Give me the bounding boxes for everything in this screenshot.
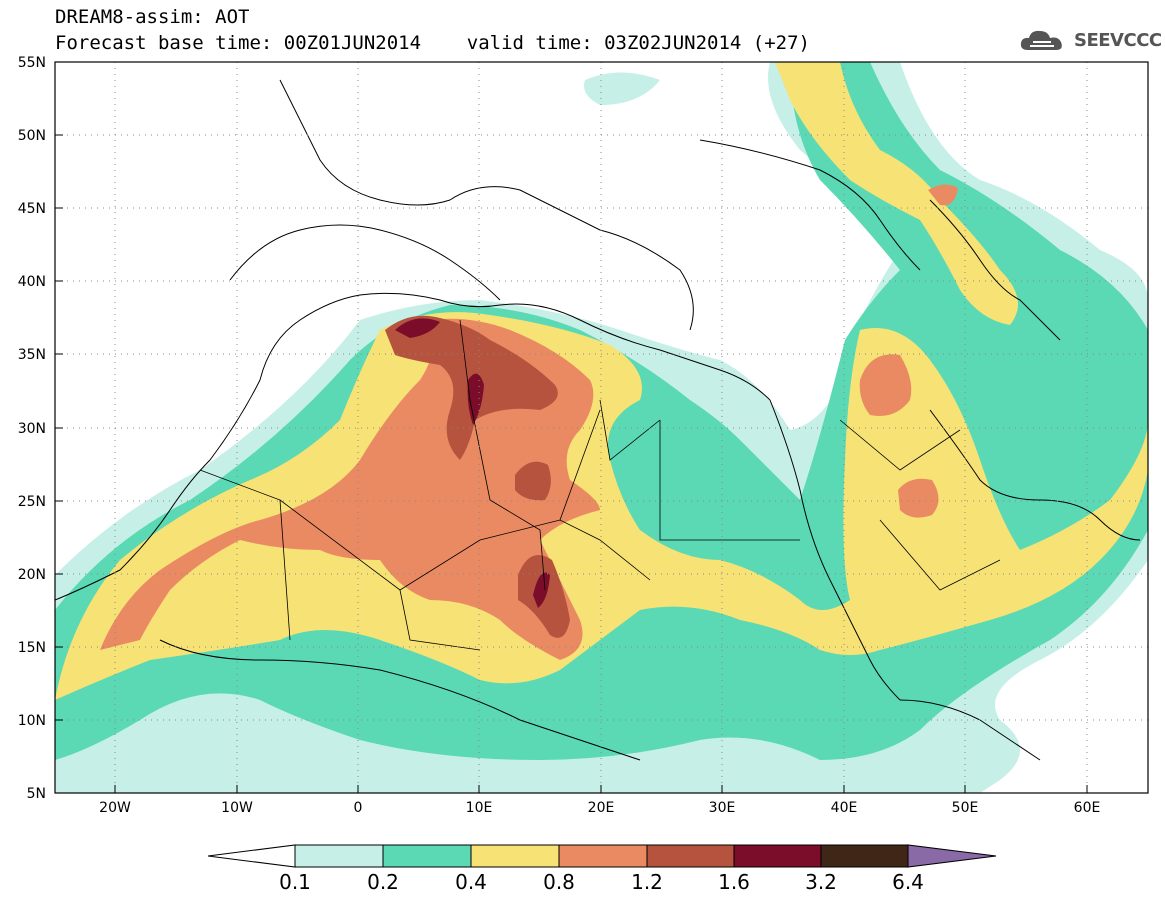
- colorbar-upper-extend: [907, 844, 997, 868]
- colorbar-bin: [470, 844, 560, 868]
- colorbar-bin: [294, 844, 384, 868]
- colorbar-lower-extend: [207, 844, 296, 868]
- colorbar-label: 1.2: [631, 870, 663, 894]
- lon-label: 10E: [466, 800, 493, 816]
- cloud-icon: [1020, 30, 1062, 50]
- lat-label: 5N: [27, 786, 46, 802]
- aot-level-0.8-caspian: [928, 184, 958, 206]
- longitude-labels: 20W 10W 0 10E 20E 30E 40E 50E 60E: [99, 800, 1100, 816]
- aot-level-1.6: [395, 318, 440, 338]
- forecast-time-subtitle: Forecast base time: 00Z01JUN2014 valid t…: [55, 32, 810, 54]
- lon-label: 30E: [709, 800, 736, 816]
- lat-label: 55N: [18, 55, 46, 71]
- colorbar-label: 3.2: [805, 870, 837, 894]
- colorbar-label: 0.4: [455, 870, 487, 894]
- colorbar-bin: [646, 844, 735, 868]
- lon-label: 0: [354, 800, 363, 816]
- colorbar-label: 0.2: [367, 870, 399, 894]
- lon-label: 10W: [221, 800, 253, 816]
- lat-label: 40N: [18, 274, 46, 290]
- aot-level-0.8-arabia: [859, 354, 912, 416]
- aot-level-1.6-algeria: [467, 373, 484, 425]
- lat-label: 45N: [18, 201, 46, 217]
- colorbar-label: 1.6: [718, 870, 750, 894]
- colorbar-label: 0.8: [543, 870, 575, 894]
- colorbar-bin: [733, 844, 822, 868]
- aot-level-0.1-north: [584, 72, 660, 105]
- lat-label: 15N: [18, 640, 46, 656]
- colorbar-bin: [558, 844, 648, 868]
- lon-label: 60E: [1074, 800, 1101, 816]
- lon-label: 40E: [831, 800, 858, 816]
- aot-level-0.8-arabia2: [898, 478, 939, 518]
- aot-level-1.6-niger: [533, 572, 550, 608]
- colorbar-bin: [820, 844, 909, 868]
- lat-label: 10N: [18, 713, 46, 729]
- graticule: [55, 62, 1148, 793]
- lon-label: 20W: [99, 800, 131, 816]
- lat-label: 35N: [18, 347, 46, 363]
- lat-label: 20N: [18, 567, 46, 583]
- latitude-labels: 55N 50N 45N 40N 35N 30N 25N 20N 15N 10N …: [18, 55, 46, 802]
- colorbar-label: 0.1: [279, 870, 311, 894]
- aot-level-1.2-chad: [515, 461, 551, 501]
- chart-title: DREAM8-assim: AOT: [55, 6, 250, 28]
- colorbar-label: 6.4: [892, 870, 924, 894]
- lon-label: 20E: [588, 800, 615, 816]
- lat-label: 30N: [18, 421, 46, 437]
- coastlines: [55, 79, 1141, 761]
- country-borders: [199, 319, 1001, 651]
- lat-label: 25N: [18, 494, 46, 510]
- logo-text: SEEVCCC: [1074, 29, 1162, 51]
- colorbar-bin: [382, 844, 472, 868]
- lon-label: 50E: [952, 800, 979, 816]
- tick-marks: [55, 61, 1088, 793]
- aot-level-0.4-caspian: [775, 62, 1018, 325]
- seevccc-logo: SEEVCCC: [1018, 26, 1162, 54]
- lat-label: 50N: [18, 128, 46, 144]
- colorbar: [207, 844, 997, 868]
